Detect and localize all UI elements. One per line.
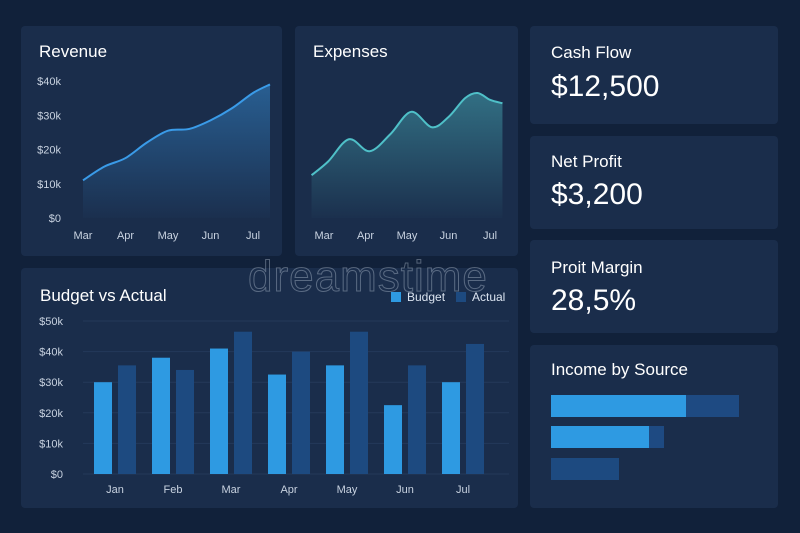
x-tick-label: Jul bbox=[246, 230, 260, 242]
x-tick-label: Jun bbox=[440, 230, 458, 242]
y-tick-label: $20k bbox=[37, 145, 61, 157]
bar-budget bbox=[384, 405, 402, 474]
expenses-chart: Mar Apr May Jun Jul bbox=[310, 91, 503, 242]
income-title: Income by Source bbox=[551, 360, 689, 379]
income-bar-track bbox=[551, 395, 739, 417]
legend-budget-label: Budget bbox=[407, 290, 446, 304]
profit-margin-label: Proit Margin bbox=[551, 258, 643, 277]
x-tick-label: Jun bbox=[396, 484, 414, 496]
x-tick-label: Mar bbox=[222, 484, 241, 496]
y-tick-label: $40k bbox=[37, 76, 61, 88]
bar-actual bbox=[292, 351, 310, 474]
bar-budget bbox=[268, 374, 286, 474]
x-tick-label: Feb bbox=[164, 484, 183, 496]
net-profit-card: Net Profit $3,200 bbox=[530, 136, 778, 229]
legend-actual-swatch bbox=[456, 292, 466, 302]
x-tick-label: Apr bbox=[280, 484, 297, 496]
x-tick-label: May bbox=[337, 484, 358, 496]
y-tick-label: $10k bbox=[37, 179, 61, 191]
legend-budget-swatch bbox=[391, 292, 401, 302]
bar-budget bbox=[442, 382, 460, 474]
x-tick-label: May bbox=[397, 230, 418, 242]
income-card: Income by Source bbox=[530, 345, 778, 508]
revenue-title: Revenue bbox=[39, 42, 108, 61]
x-tick-label: Mar bbox=[315, 230, 334, 242]
budget-title: Budget vs Actual bbox=[40, 286, 167, 305]
y-tick-label: $10k bbox=[39, 438, 63, 450]
budget-chart: $0 $10k $20k $30k $40k $50k Jan Feb Mar Apr May Jun… bbox=[39, 316, 509, 496]
legend-budget: Budget bbox=[391, 290, 445, 304]
y-tick-label: $50k bbox=[39, 316, 63, 328]
budget-card: Budget vs Actual Budget Actual $0 $10k $20… bbox=[21, 268, 518, 508]
bar-actual bbox=[176, 369, 194, 474]
revenue-card: Revenue $0 $10k $20k $30k $40k Mar Apr May Jun Ju… bbox=[21, 26, 282, 256]
bar-actual bbox=[234, 331, 252, 474]
y-tick-label: $20k bbox=[39, 408, 63, 420]
profit-margin-value: 28,5% bbox=[551, 284, 637, 317]
income-bar-fill bbox=[551, 426, 649, 448]
x-tick-label: Mar bbox=[74, 230, 93, 242]
bar-budget bbox=[152, 357, 170, 474]
cash-flow-card: Cash Flow $12,500 bbox=[530, 26, 778, 124]
profit-margin-card: Proit Margin 28,5% bbox=[530, 240, 778, 333]
bar-budget bbox=[210, 348, 228, 474]
x-tick-label: Jan bbox=[106, 484, 124, 496]
bar-actual bbox=[408, 365, 426, 474]
cash-flow-label: Cash Flow bbox=[551, 43, 632, 62]
x-tick-label: Jul bbox=[456, 484, 470, 496]
expenses-card: Expenses Mar Apr May Jun Jul bbox=[295, 26, 518, 256]
bar-actual bbox=[350, 331, 368, 474]
income-bar-fill bbox=[551, 458, 619, 480]
x-tick-label: Apr bbox=[357, 230, 374, 242]
revenue-chart: $0 $10k $20k $30k $40k Mar Apr May Jun Jul bbox=[37, 76, 271, 242]
net-profit-label: Net Profit bbox=[551, 152, 622, 171]
area-fill bbox=[83, 84, 270, 218]
x-tick-label: Apr bbox=[117, 230, 134, 242]
legend-actual: Actual bbox=[456, 290, 505, 304]
y-tick-label: $40k bbox=[39, 347, 63, 359]
cash-flow-value: $12,500 bbox=[551, 70, 660, 103]
net-profit-value: $3,200 bbox=[551, 178, 643, 211]
y-tick-label: $30k bbox=[39, 377, 63, 389]
bar-budget bbox=[326, 365, 344, 474]
series-line bbox=[82, 83, 271, 182]
bar-actual bbox=[118, 365, 136, 474]
x-tick-label: Jul bbox=[483, 230, 497, 242]
x-tick-label: Jun bbox=[202, 230, 220, 242]
income-bar-track bbox=[551, 426, 664, 448]
expenses-title: Expenses bbox=[313, 42, 388, 61]
series-line bbox=[310, 91, 503, 176]
x-tick-label: May bbox=[158, 230, 179, 242]
income-bar-fill bbox=[551, 395, 687, 417]
bar-budget bbox=[94, 382, 112, 474]
income-bar-track bbox=[551, 458, 619, 480]
y-tick-label: $0 bbox=[51, 469, 63, 481]
area-fill bbox=[311, 92, 503, 218]
y-tick-label: $0 bbox=[49, 213, 61, 225]
y-tick-label: $30k bbox=[37, 110, 61, 122]
legend-actual-label: Actual bbox=[472, 290, 506, 304]
bar-actual bbox=[466, 343, 484, 474]
